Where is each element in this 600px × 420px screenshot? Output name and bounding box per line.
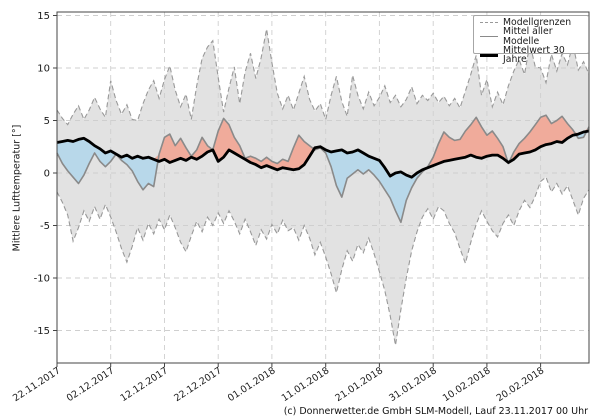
- x-tick-label: 22.11.2017: [11, 365, 63, 404]
- y-axis-title: Mittlere Lufttemperatur [°]: [11, 124, 23, 252]
- y-tick-label: 5: [44, 116, 50, 127]
- legend-label: Modellgrenzen: [503, 17, 572, 28]
- model-range-lower-edge: [56, 176, 590, 346]
- clim-mean-line: [56, 129, 590, 179]
- plot-border: [56, 11, 590, 364]
- x-tick-label: 11.01.2018: [280, 365, 332, 404]
- warm-anomaly-fill: [57, 115, 589, 178]
- y-tick-label: 10: [37, 64, 50, 75]
- x-tick-label: 21.01.2018: [333, 365, 385, 404]
- x-tick-label: 20.02.2018: [495, 365, 547, 404]
- x-tick-label: 12.12.2017: [119, 365, 171, 404]
- model-range-upper-edge: [56, 28, 590, 126]
- y-tick-label: -5: [40, 221, 50, 232]
- x-tick-label: 22.12.2017: [172, 365, 224, 404]
- x-tick-label: 01.01.2018: [226, 365, 278, 404]
- x-tick-label: 02.12.2017: [65, 365, 117, 404]
- legend: Modellgrenzen Mittel aller Modelle Mitte…: [473, 15, 589, 64]
- legend-item-modellgrenzen: Modellgrenzen: [474, 18, 588, 27]
- y-tick-label: -10: [34, 274, 50, 285]
- legend-label: Mittelwert 30 Jahre: [503, 44, 565, 66]
- legend-item-mittelwert-30-jahre: Mittelwert 30 Jahre: [474, 46, 588, 65]
- legend-item-mittel-aller-modelle: Mittel aller Modelle: [474, 27, 588, 46]
- y-tick-label: 15: [37, 11, 50, 22]
- y-tick-label: -15: [34, 326, 50, 337]
- gray-line-icon: [480, 36, 498, 38]
- black-line-icon: [480, 53, 498, 57]
- model-mean-line: [56, 114, 590, 224]
- x-tick-label: 31.01.2018: [387, 365, 439, 404]
- legend-label: Mittel aller Modelle: [503, 26, 553, 47]
- model-range-band: [57, 29, 589, 346]
- x-tick-label: 10.02.2018: [441, 365, 493, 404]
- dashed-line-icon: [480, 22, 498, 24]
- copyright-caption: (c) Donnerwetter.de GmbH SLM-Modell, Lau…: [283, 406, 588, 417]
- y-tick-label: 0: [44, 169, 50, 180]
